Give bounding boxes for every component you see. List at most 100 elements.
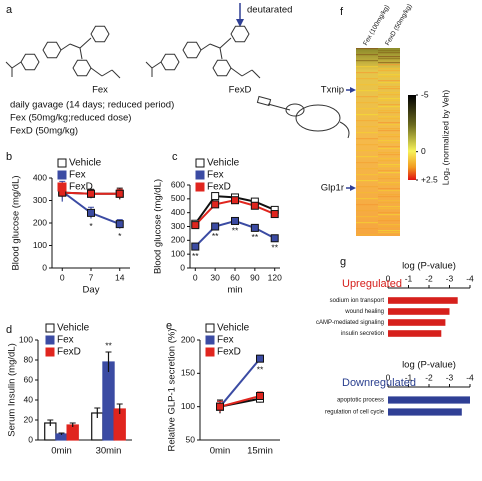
heatmap-stripe xyxy=(378,122,400,124)
x-tick-label: 120 xyxy=(268,272,282,282)
y-tick-label: 80 xyxy=(24,354,34,364)
colorbar-tick-label: -5 xyxy=(421,89,429,99)
legend-label: FexD xyxy=(207,182,231,193)
heatmap-stripe xyxy=(356,66,378,68)
structure-bond xyxy=(219,47,223,60)
x-axis-label: log (P-value) xyxy=(402,261,456,272)
legend-swatch xyxy=(205,347,215,357)
heatmap-stripe xyxy=(356,204,378,206)
x-tick-label: 7 xyxy=(89,272,94,282)
y-tick-label: 60 xyxy=(24,374,34,384)
x-tick-label: 60 xyxy=(230,272,240,282)
heatmap-stripe xyxy=(378,202,400,204)
panel-label: c xyxy=(172,151,178,163)
heatmap-stripe xyxy=(378,152,400,154)
structure-bond xyxy=(219,37,232,49)
structure-ring xyxy=(90,25,110,43)
mouse-head xyxy=(285,103,305,117)
legend-swatch xyxy=(195,182,205,192)
heatmap-stripe xyxy=(378,208,400,210)
heatmap-stripe xyxy=(378,106,400,108)
marker xyxy=(87,208,95,217)
x-tick-label: -4 xyxy=(466,273,474,283)
y-tick-label: 20 xyxy=(24,414,34,424)
legend-swatch xyxy=(195,170,205,180)
structure-bond xyxy=(111,69,121,79)
y-tick-label: 0 xyxy=(28,434,33,444)
x-tick-label: 0 xyxy=(386,372,391,382)
protocol-text: Fex (50mg/kg;reduced dose) xyxy=(10,113,131,124)
heatmap-stripe xyxy=(356,144,378,146)
structure-ring xyxy=(212,59,232,77)
significance: ** xyxy=(212,231,219,241)
legend-swatch xyxy=(205,335,215,345)
heatmap-stripe xyxy=(356,132,378,134)
heatmap-stripe xyxy=(378,104,400,106)
y-tick-label: 300 xyxy=(171,221,185,231)
y-axis-label: Serum Insulin (mg/dL) xyxy=(7,343,18,436)
x-tick-label: 30min xyxy=(96,446,122,457)
heatmap-stripe xyxy=(378,116,400,118)
heatmap-stripe xyxy=(356,234,378,236)
protocol-text: daily gavage (14 days; reduced period) xyxy=(10,100,174,111)
compound-name: Fex xyxy=(92,85,108,96)
heatmap-stripe xyxy=(378,194,400,196)
y-tick-label: 40 xyxy=(24,394,34,404)
y-tick-label: 0 xyxy=(42,262,47,272)
heatmap-stripe xyxy=(356,192,378,194)
heatmap-stripe xyxy=(356,186,378,188)
marker xyxy=(115,189,124,198)
legend-swatch xyxy=(45,347,55,357)
structure-bond xyxy=(90,67,103,77)
x-tick-label: 30 xyxy=(210,272,220,282)
structure-bond xyxy=(69,43,81,49)
heatmap-stripe xyxy=(378,196,400,198)
structure-bond xyxy=(200,43,211,51)
category-label: regulation of cell cycle xyxy=(325,410,385,416)
marker xyxy=(256,392,264,400)
category-label: cAMP-mediated signaling xyxy=(316,320,384,326)
significance: * xyxy=(118,231,122,241)
scheme: deutarated Fex FexD daily gavage (14 day… xyxy=(5,3,350,139)
legend-swatch xyxy=(45,323,55,333)
x-tick-label: 0min xyxy=(210,446,231,457)
protocol-text: FexD (50mg/kg) xyxy=(10,126,78,137)
panel-label: f xyxy=(340,6,344,18)
heatmap-stripe xyxy=(378,172,400,174)
heatmap-stripe xyxy=(378,118,400,120)
syringe xyxy=(267,103,291,111)
heatmap-stripe xyxy=(356,108,378,110)
panel-label: d xyxy=(6,324,12,336)
legend-label: FexD xyxy=(217,347,241,358)
y-axis-label: Blood glucose (mg/dL) xyxy=(11,175,22,270)
heatmap-stripe xyxy=(378,68,400,70)
significance: ** xyxy=(252,232,259,242)
heatmap-stripe xyxy=(378,166,400,168)
heatmap-stripe xyxy=(378,140,400,142)
heatmap-stripe xyxy=(356,210,378,212)
marker xyxy=(115,220,124,229)
heatmap-stripe xyxy=(378,56,400,58)
marker xyxy=(216,402,224,411)
legend-label: Fex xyxy=(217,335,234,346)
heatmap-stripe xyxy=(356,90,378,92)
structure-ring xyxy=(160,53,180,71)
x-axis-label: min xyxy=(227,285,242,296)
x-tick-label: -3 xyxy=(446,273,454,283)
heatmap-stripe xyxy=(378,80,400,82)
row-label: Glp1r xyxy=(321,183,344,194)
heatmap-stripe xyxy=(378,206,400,208)
legend-swatch xyxy=(195,158,205,168)
heatmap-stripe xyxy=(356,222,378,224)
y-tick-label: 100 xyxy=(33,240,47,250)
y-tick-label: 600 xyxy=(171,179,185,189)
bar xyxy=(388,308,450,315)
marker xyxy=(211,192,220,201)
heatmap-stripe xyxy=(378,70,400,72)
x-tick-label: -4 xyxy=(466,372,474,382)
heatmap-stripe xyxy=(378,158,400,160)
legend-swatch xyxy=(57,158,67,168)
heatmap-stripe xyxy=(378,74,400,76)
heatmap-stripe xyxy=(378,232,400,234)
mouse-body xyxy=(295,104,341,132)
